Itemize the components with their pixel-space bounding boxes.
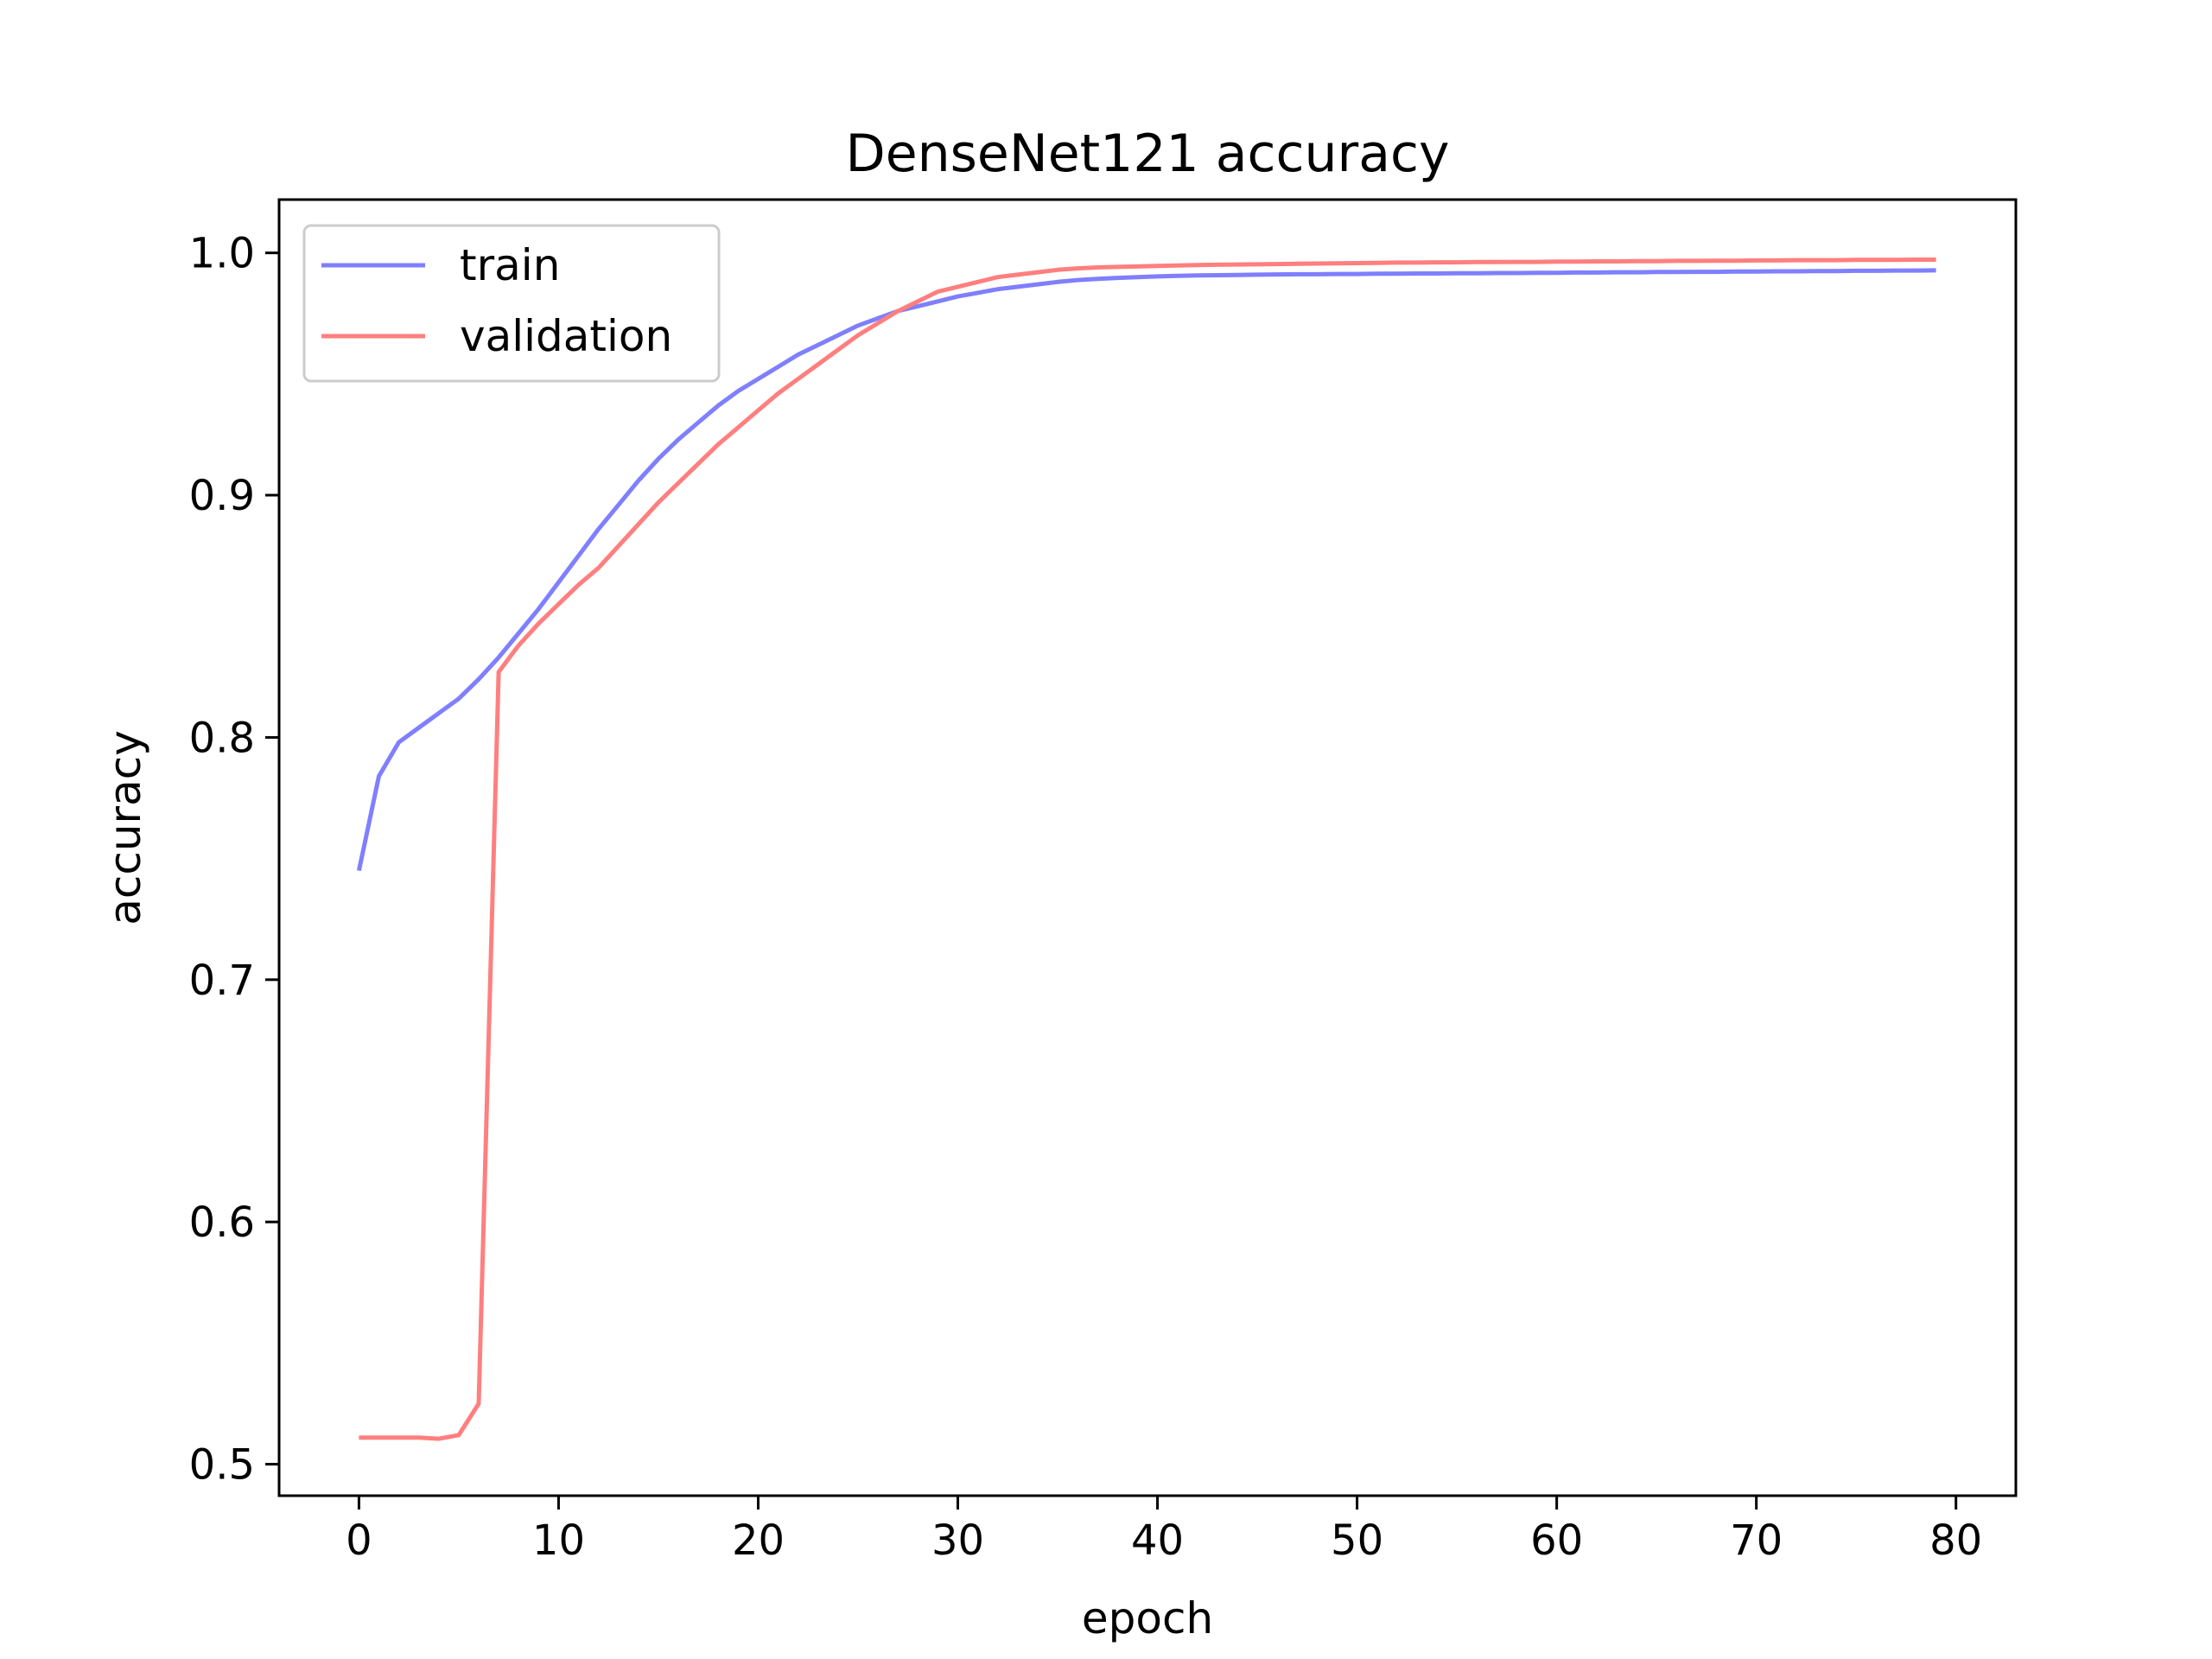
plot-lines xyxy=(356,257,1936,1441)
y-tick-label: 0.8 xyxy=(189,714,255,762)
y-tick-label: 0.6 xyxy=(189,1198,255,1247)
y-tick-label: 0.9 xyxy=(189,472,255,520)
y-tick-label: 0.7 xyxy=(189,957,255,1005)
legend-label-validation: validation xyxy=(460,311,672,361)
x-tick-label: 0 xyxy=(346,1516,372,1565)
x-tick-label: 20 xyxy=(732,1516,785,1565)
series-line-train xyxy=(356,268,1936,872)
plot-frame xyxy=(277,198,2018,1497)
x-axis-label: epoch xyxy=(1082,1593,1213,1643)
y-tick-label: 1.0 xyxy=(189,230,255,278)
legend: train validation xyxy=(302,224,721,383)
y-axis-ticks: 0.5 0.6 0.7 0.8 0.9 1.0 xyxy=(189,230,279,1490)
x-tick-label: 40 xyxy=(1131,1516,1184,1565)
y-tick-label: 0.5 xyxy=(189,1441,255,1490)
x-tick-label: 10 xyxy=(532,1516,585,1565)
x-tick-label: 60 xyxy=(1530,1516,1583,1565)
x-axis-ticks: 0 10 20 30 40 50 60 70 80 xyxy=(346,1496,1982,1565)
x-tick-label: 50 xyxy=(1331,1516,1383,1565)
x-tick-label: 70 xyxy=(1730,1516,1783,1565)
chart-title: DenseNet121 accuracy xyxy=(846,124,1450,184)
legend-label-train: train xyxy=(460,240,560,290)
x-tick-label: 80 xyxy=(1929,1516,1982,1565)
x-tick-label: 30 xyxy=(931,1516,984,1565)
y-axis-label: accuracy xyxy=(100,730,150,925)
series-line-validation xyxy=(359,257,1936,1441)
